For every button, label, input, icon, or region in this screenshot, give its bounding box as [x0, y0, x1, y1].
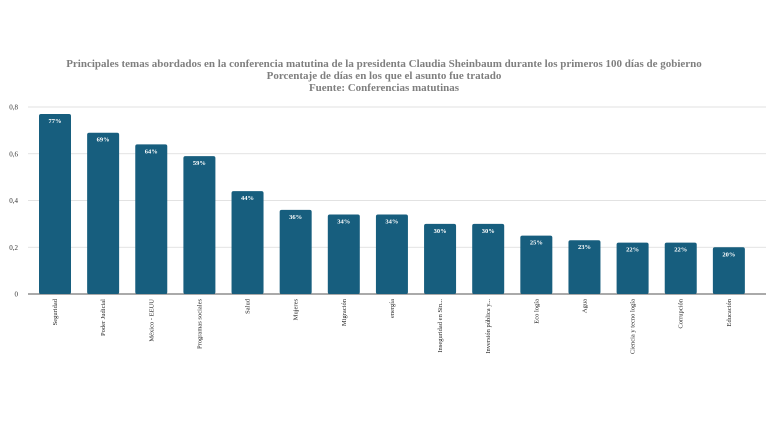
category-label: Seguridad [52, 298, 59, 325]
bar [712, 247, 745, 294]
data-label: 34% [385, 219, 398, 226]
y-tick-label: 0 [15, 291, 19, 299]
chart-subtitle: Porcentaje de días en los que el asunto … [266, 70, 502, 82]
data-label: 34% [337, 219, 350, 226]
category-label: Corrupción [678, 298, 685, 328]
category-label: Migración [341, 298, 348, 326]
chart-title: Principales temas abordados en la confer… [66, 58, 702, 70]
bar [472, 223, 505, 294]
data-label: 20% [722, 251, 735, 258]
data-label: 77% [49, 118, 62, 125]
bar [520, 235, 553, 294]
category-label: Salud [245, 298, 252, 314]
chart-source: Fuente: Conferencias matutinas [308, 82, 460, 94]
bar [231, 191, 264, 294]
category-label: Mujeres [293, 299, 300, 321]
bar [568, 240, 601, 294]
category-label: Educación [726, 298, 733, 326]
category-label: Inversión pública y... [485, 299, 492, 354]
data-label: 64% [145, 148, 158, 155]
category-label: Eco logía [533, 299, 540, 324]
bar [664, 242, 697, 294]
data-label: 59% [193, 160, 206, 167]
bar [135, 144, 168, 294]
data-label: 23% [578, 244, 591, 251]
y-tick-label: 0,8 [9, 104, 18, 112]
category-label: Programas sociales [196, 299, 203, 349]
data-label: 30% [434, 228, 447, 235]
bar [87, 132, 120, 294]
category-label: Inseguridad en Sin... [437, 299, 444, 353]
data-label: 36% [289, 214, 302, 221]
category-label: Agua [581, 299, 588, 313]
data-label: 22% [674, 247, 687, 254]
y-tick-label: 0,4 [9, 197, 18, 205]
category-label: Ciencia y tecno logía [630, 299, 637, 354]
y-tick-label: 0,2 [9, 244, 18, 252]
bar [424, 223, 457, 294]
data-label: 30% [482, 228, 495, 235]
data-label: 25% [530, 240, 543, 247]
bar [327, 214, 360, 294]
bar [39, 114, 71, 294]
category-label: energía [389, 299, 396, 318]
data-label: 44% [241, 195, 254, 202]
bar [375, 214, 408, 294]
category-label: Poder Judicial [100, 299, 107, 336]
y-tick-label: 0,6 [9, 150, 18, 158]
bar [616, 242, 649, 294]
data-label: 69% [97, 137, 110, 144]
bar [279, 209, 312, 294]
chart-title-block: Principales temas abordados en la confer… [0, 58, 768, 94]
data-label: 22% [626, 247, 639, 254]
category-label: México - EEUU [148, 299, 155, 342]
bar [183, 156, 216, 294]
